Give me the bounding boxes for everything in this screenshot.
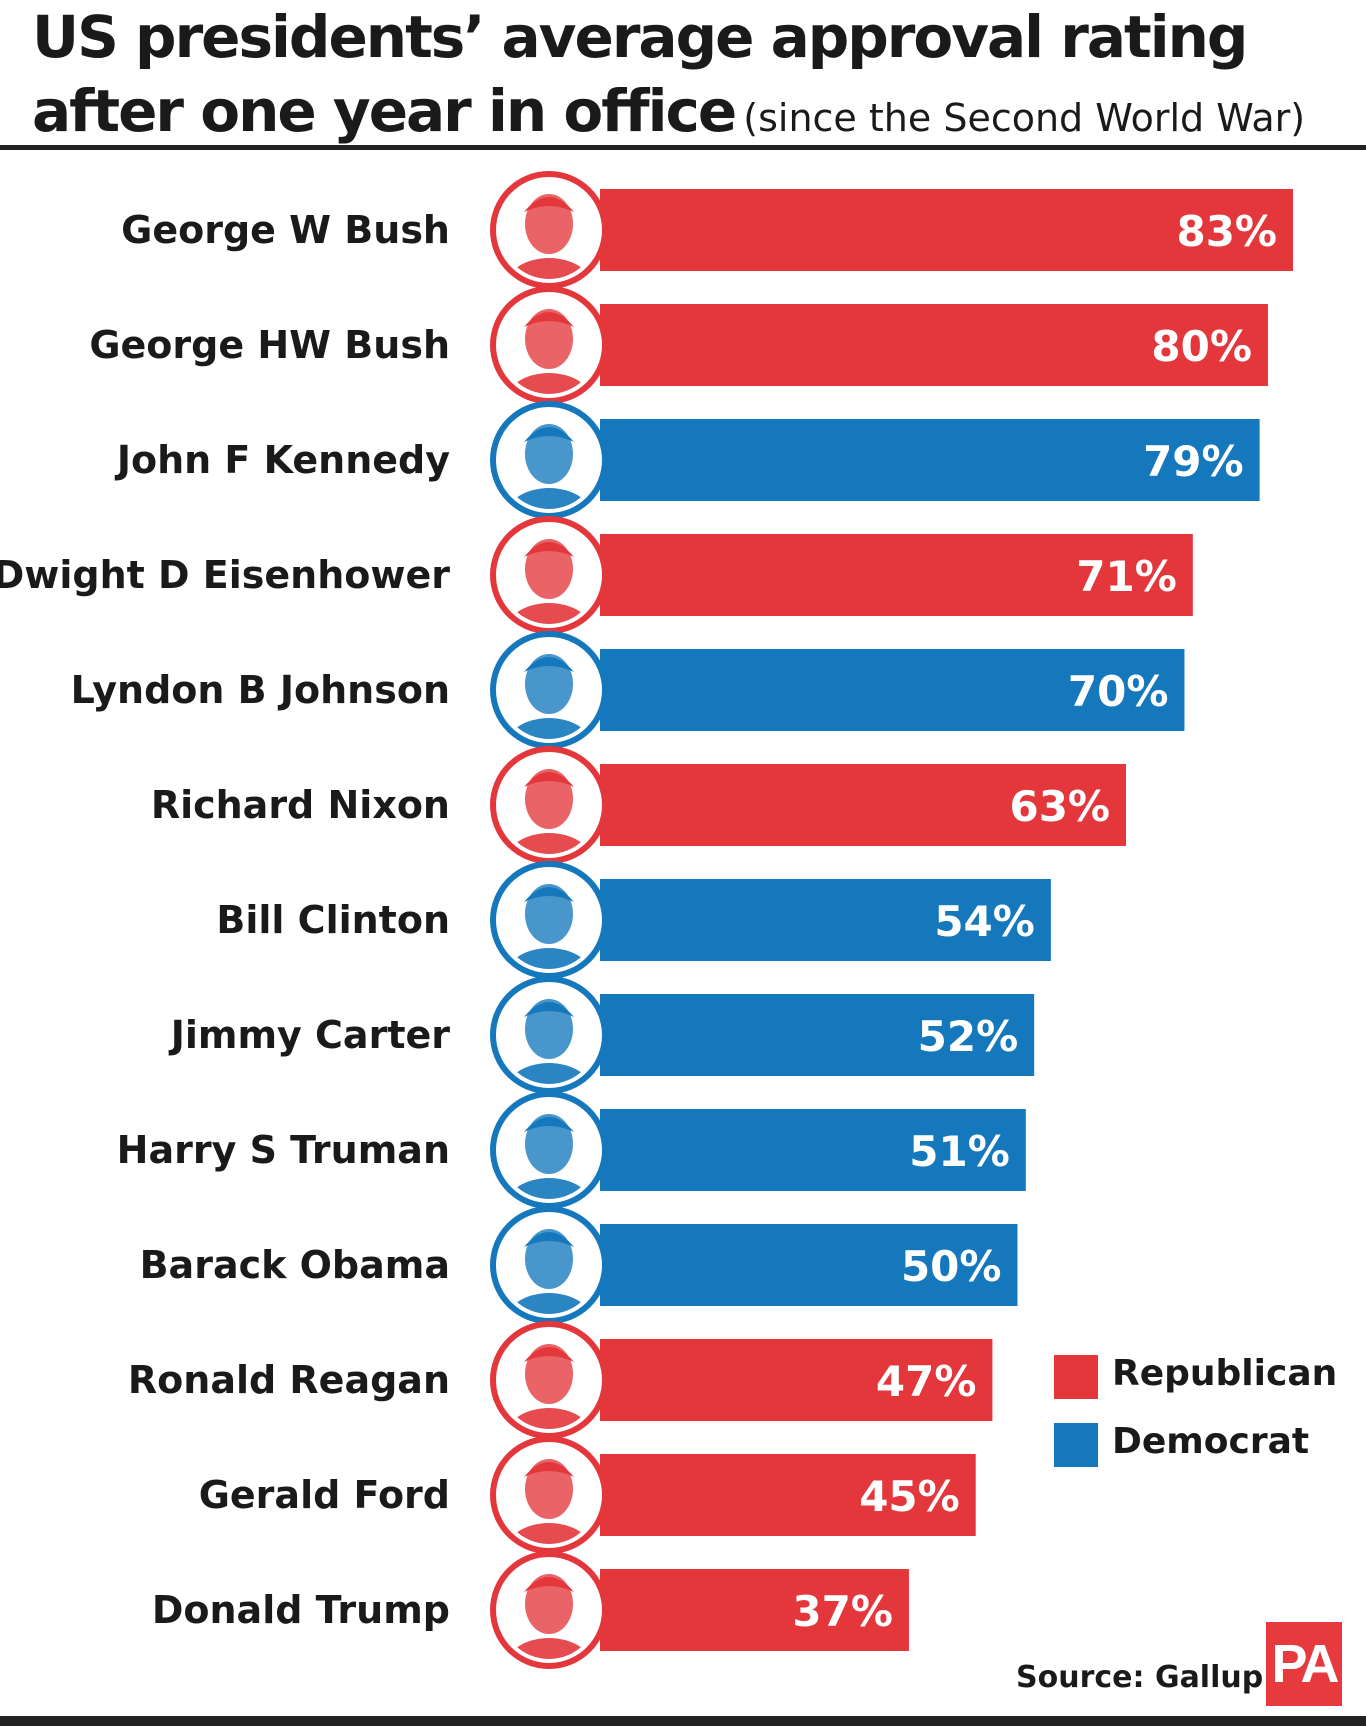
value-label: 70% [1068,667,1169,716]
portrait-icon [490,1436,608,1554]
legend-label-republican: Republican [1112,1353,1338,1394]
portrait-icon [490,1091,608,1209]
category-label: George W Bush [121,208,450,252]
portrait-icon [490,746,608,864]
value-label: 80% [1151,322,1252,371]
category-label: George HW Bush [89,323,450,367]
category-label: John F Kennedy [114,438,450,482]
value-label: 54% [934,897,1035,946]
value-label: 71% [1076,552,1177,601]
source-note: Source: Gallup [1016,1660,1264,1695]
legend-swatch-republican [1054,1355,1098,1399]
category-label: Bill Clinton [216,898,450,942]
bar-row: John F Kennedy 79% [114,401,1260,519]
category-label: Dwight D Eisenhower [0,553,450,597]
bar [600,1454,976,1536]
value-label: 45% [859,1472,960,1521]
bar-chart: George W Bush 83% George HW Bush 80% John F … [0,171,1293,1669]
portrait-icon [490,1206,608,1324]
category-label: Lyndon B Johnson [71,668,450,712]
header-rule [0,145,1366,150]
bar-row: Lyndon B Johnson 70% [71,631,1185,749]
bar [600,1224,1018,1306]
bar-row: Ronald Reagan 47% [128,1321,993,1439]
bar-row: Gerald Ford 45% [199,1436,976,1554]
portrait-icon [490,286,608,404]
value-label: 83% [1176,207,1277,256]
bar [600,1339,993,1421]
bar [600,764,1127,846]
bar-row: Richard Nixon 63% [151,746,1127,864]
category-label: Harry S Truman [117,1128,450,1172]
portrait-icon [490,631,608,749]
value-label: 50% [901,1242,1002,1291]
chart-title: US presidents’ average approval rating a… [32,0,1305,155]
title-line-1: US presidents’ average approval rating [32,3,1248,71]
footer-rule [0,1716,1366,1726]
bar [600,1569,909,1651]
portrait-icon [490,976,608,1094]
portrait-icon [490,1551,608,1669]
bar [600,304,1268,386]
chart-subtitle: (since the Second World War) [743,96,1306,140]
bar [600,879,1051,961]
category-label: Donald Trump [152,1588,450,1632]
value-label: 63% [1009,782,1110,831]
bar-row: Donald Trump 37% [152,1551,909,1669]
category-label: Barack Obama [140,1243,450,1287]
category-label: Richard Nixon [151,783,450,827]
title-line-2: after one year in office [32,77,737,145]
pa-logo: PA [1266,1622,1342,1706]
bar [600,649,1185,731]
value-label: 37% [792,1587,893,1636]
category-label: Ronald Reagan [128,1358,450,1402]
bar-row: Dwight D Eisenhower 71% [0,516,1193,634]
category-label: Gerald Ford [199,1473,450,1517]
legend-swatch-democrat [1054,1423,1098,1467]
bar-row: Harry S Truman 51% [117,1091,1026,1209]
bar-row: Bill Clinton 54% [216,861,1051,979]
category-label: Jimmy Carter [168,1013,451,1057]
portrait-icon [490,516,608,634]
bar [600,534,1193,616]
bar [600,419,1260,501]
bar [600,994,1035,1076]
bar [600,189,1293,271]
bar-row: Barack Obama 50% [140,1206,1018,1324]
bar [600,1109,1026,1191]
bar-row: Jimmy Carter 52% [168,976,1035,1094]
portrait-icon [490,401,608,519]
legend-label-democrat: Democrat [1112,1421,1310,1462]
value-label: 47% [876,1357,977,1406]
portrait-icon [490,861,608,979]
bar-row: George W Bush 83% [121,171,1293,289]
portrait-icon [490,171,608,289]
value-label: 79% [1143,437,1244,486]
value-label: 52% [918,1012,1019,1061]
bar-row: George HW Bush 80% [89,286,1268,404]
value-label: 51% [909,1127,1010,1176]
